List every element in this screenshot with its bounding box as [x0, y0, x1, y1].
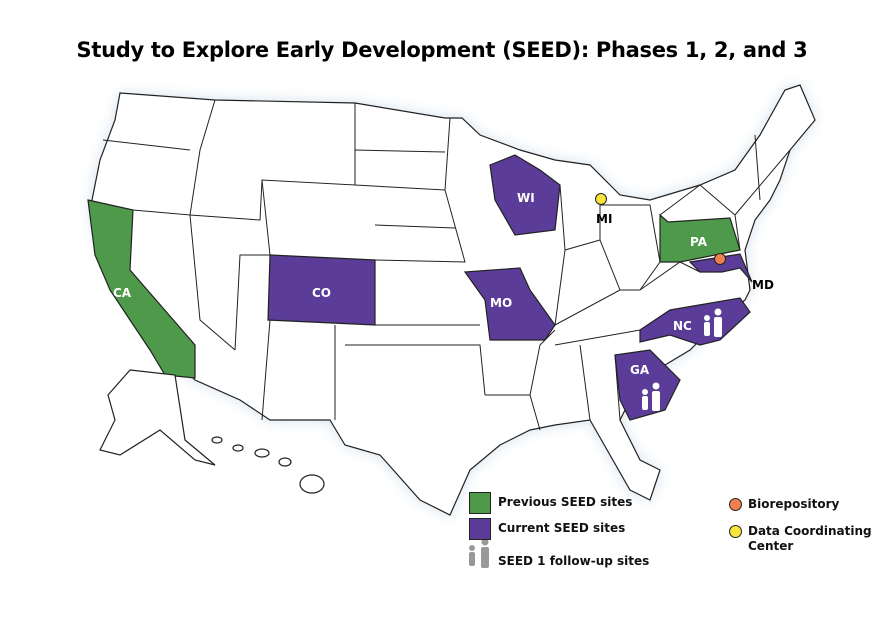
- people-icon-nc: [704, 308, 722, 337]
- state-wi: [489, 154, 561, 236]
- state-co: [267, 254, 376, 326]
- label-nc: NC: [673, 319, 692, 333]
- state-pa: [659, 213, 741, 263]
- state-md: [688, 253, 753, 283]
- legend-swatch-current: [469, 518, 491, 540]
- state-mo: [463, 267, 556, 341]
- legend-data-center-line1: Data Coordinating: [748, 524, 872, 538]
- state-ga: [614, 349, 681, 421]
- label-pa: PA: [690, 235, 708, 249]
- legend-data-center-line2: Center: [748, 539, 794, 553]
- legend-swatch-previous: [469, 492, 491, 514]
- legend-data-center: Data Coordinating Center: [748, 524, 872, 554]
- legend-previous: Previous SEED sites: [498, 495, 633, 509]
- alaska: [99, 369, 216, 466]
- state-ca: [87, 199, 196, 379]
- map-title: Study to Explore Early Development (SEED…: [76, 38, 808, 62]
- label-co: CO: [312, 286, 331, 300]
- label-ca: CA: [113, 286, 132, 300]
- legend-follow-up: SEED 1 follow-up sites: [498, 554, 650, 568]
- people-icon-ga: [642, 382, 660, 411]
- people-icon-legend: [469, 538, 489, 568]
- legend-biorepository-icon: [729, 498, 742, 511]
- label-mo: MO: [490, 296, 512, 310]
- hawaii: [211, 436, 325, 494]
- state-nc: [639, 297, 751, 346]
- state-borders: [102, 99, 791, 431]
- legend-data-center-icon: [729, 525, 742, 538]
- legend-biorepository: Biorepository: [748, 497, 840, 511]
- us-outline: [89, 84, 816, 516]
- data-center-marker: [595, 193, 607, 205]
- legend-current: Current SEED sites: [498, 521, 626, 535]
- label-ga: GA: [630, 363, 650, 377]
- label-wi: WI: [517, 191, 535, 205]
- label-md: MD: [752, 278, 774, 292]
- biorepository-marker: [714, 253, 726, 265]
- label-mi: MI: [596, 212, 612, 226]
